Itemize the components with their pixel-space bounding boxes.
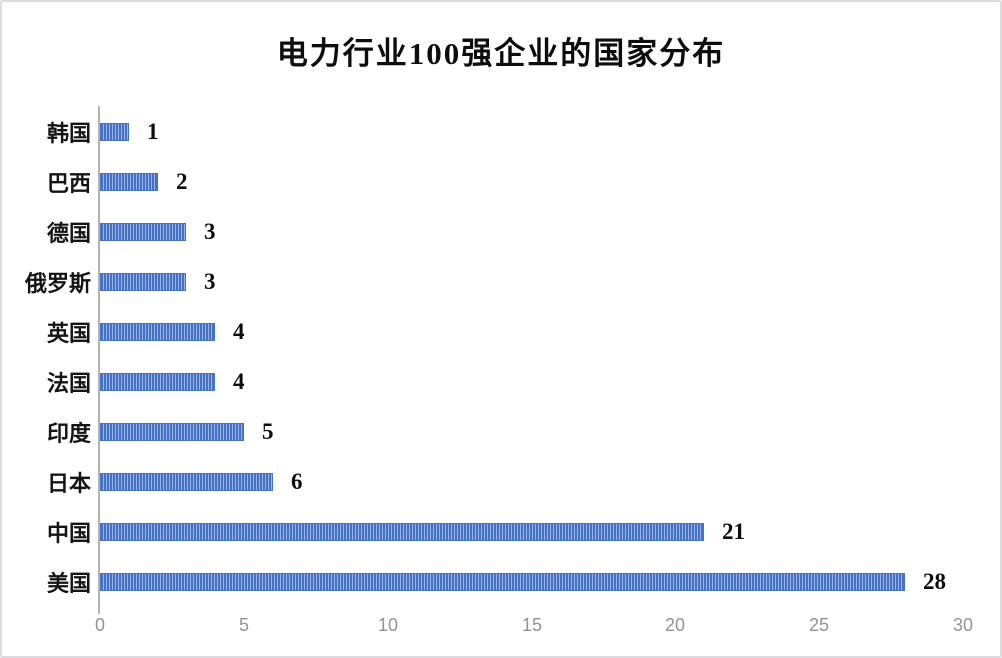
category-label: 德国: [46, 221, 91, 246]
chart-title: 电力行业100强企业的国家分布: [276, 36, 726, 71]
value-label: 3: [204, 269, 216, 294]
bar-row: 28: [100, 557, 963, 607]
bar-row: 4: [100, 357, 963, 407]
value-label: 4: [233, 319, 245, 344]
x-tick-label: 5: [238, 615, 250, 635]
bar-row: 6: [100, 457, 963, 507]
category-axis-labels: 韩国巴西德国俄罗斯英国法国印度日本中国美国: [10, 107, 91, 607]
bar: [100, 223, 186, 241]
value-label: 28: [923, 569, 946, 594]
value-label: 6: [291, 469, 303, 494]
value-label: 1: [147, 119, 159, 144]
category-label: 英国: [46, 321, 91, 346]
bar-row: 2: [100, 157, 963, 207]
bar: [100, 523, 704, 541]
category-label: 中国: [46, 521, 91, 546]
bar: [100, 373, 215, 391]
value-label: 2: [176, 169, 188, 194]
bar: [100, 573, 905, 591]
category-label: 美国: [46, 571, 91, 596]
category-label: 法国: [46, 371, 91, 396]
bar: [100, 173, 158, 191]
value-label: 3: [204, 219, 216, 244]
x-tick-label: 30: [952, 615, 974, 635]
bar-row: 3: [100, 207, 963, 257]
category-label: 日本: [46, 471, 91, 496]
category-label: 俄罗斯: [24, 271, 91, 296]
bar: [100, 423, 244, 441]
x-tick-label: 10: [377, 615, 399, 635]
value-label: 4: [233, 369, 245, 394]
bar: [100, 323, 215, 341]
value-label: 5: [262, 419, 274, 444]
x-tick-label: 0: [94, 615, 106, 635]
category-label: 巴西: [46, 171, 91, 196]
x-tick-label: 15: [521, 615, 543, 635]
bar-row: 4: [100, 307, 963, 357]
plot-area: 1 2 3 3 4 4 5 6 21 28: [100, 107, 963, 607]
bar-row: 1: [100, 107, 963, 157]
bar-row: 21: [100, 507, 963, 557]
x-tick-label: 25: [808, 615, 830, 635]
bar: [100, 273, 186, 291]
category-axis-line: [98, 106, 100, 614]
bar-row: 5: [100, 407, 963, 457]
bar-row: 3: [100, 257, 963, 307]
bar: [100, 473, 273, 491]
category-label: 印度: [46, 421, 91, 446]
bar: [100, 123, 129, 141]
value-axis-ticks: 0 5 10 15 20 25 30: [95, 615, 973, 643]
value-label: 21: [722, 519, 745, 544]
x-tick-label: 20: [664, 615, 686, 635]
category-label: 韩国: [46, 121, 91, 146]
